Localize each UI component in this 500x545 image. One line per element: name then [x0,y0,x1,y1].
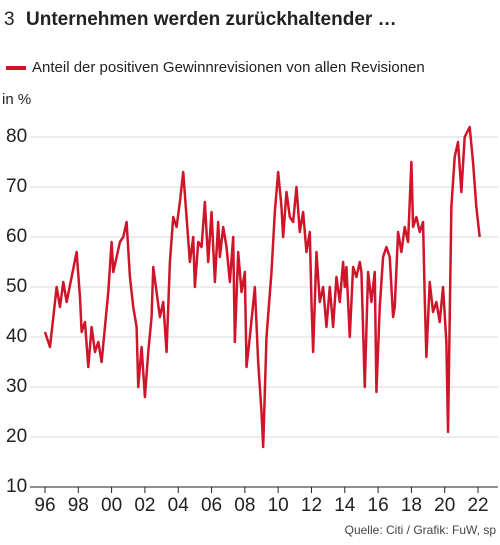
x-tick-label: 02 [134,495,155,516]
x-tick-label: 10 [268,495,289,516]
data-line [43,125,481,449]
x-tick-label: 12 [301,495,322,516]
x-tick-label: 98 [68,495,89,516]
x-tick-label: 00 [101,495,122,516]
y-tick-label: 60 [6,226,27,247]
chart-title: Unternehmen werden zurückhaltender … [26,9,397,30]
x-tick-label: 22 [467,495,488,516]
x-tick-label: 16 [368,495,389,516]
y-axis-label: in % [2,91,31,108]
y-tick-label: 20 [6,426,27,447]
y-tick-label: 10 [6,476,27,497]
x-tick-label: 04 [168,495,190,516]
y-tick-label: 50 [6,276,27,297]
x-tick-label: 08 [234,495,255,516]
source: Quelle: Citi / Grafik: FuW, sp [345,523,497,537]
chart-number: 3 [4,9,15,30]
x-tick-label: 14 [334,495,356,516]
y-tick-label: 40 [6,326,27,347]
x-tick-label: 18 [401,495,422,516]
y-tick-label: 70 [6,176,27,197]
y-tick-label: 80 [6,126,27,147]
y-tick-label: 30 [6,376,27,397]
x-tick-label: 96 [34,495,55,516]
x-tick-label: 20 [434,495,455,516]
legend-label: Anteil der positiven Gewinnrevisionen vo… [32,59,425,76]
x-tick-label: 06 [201,495,222,516]
